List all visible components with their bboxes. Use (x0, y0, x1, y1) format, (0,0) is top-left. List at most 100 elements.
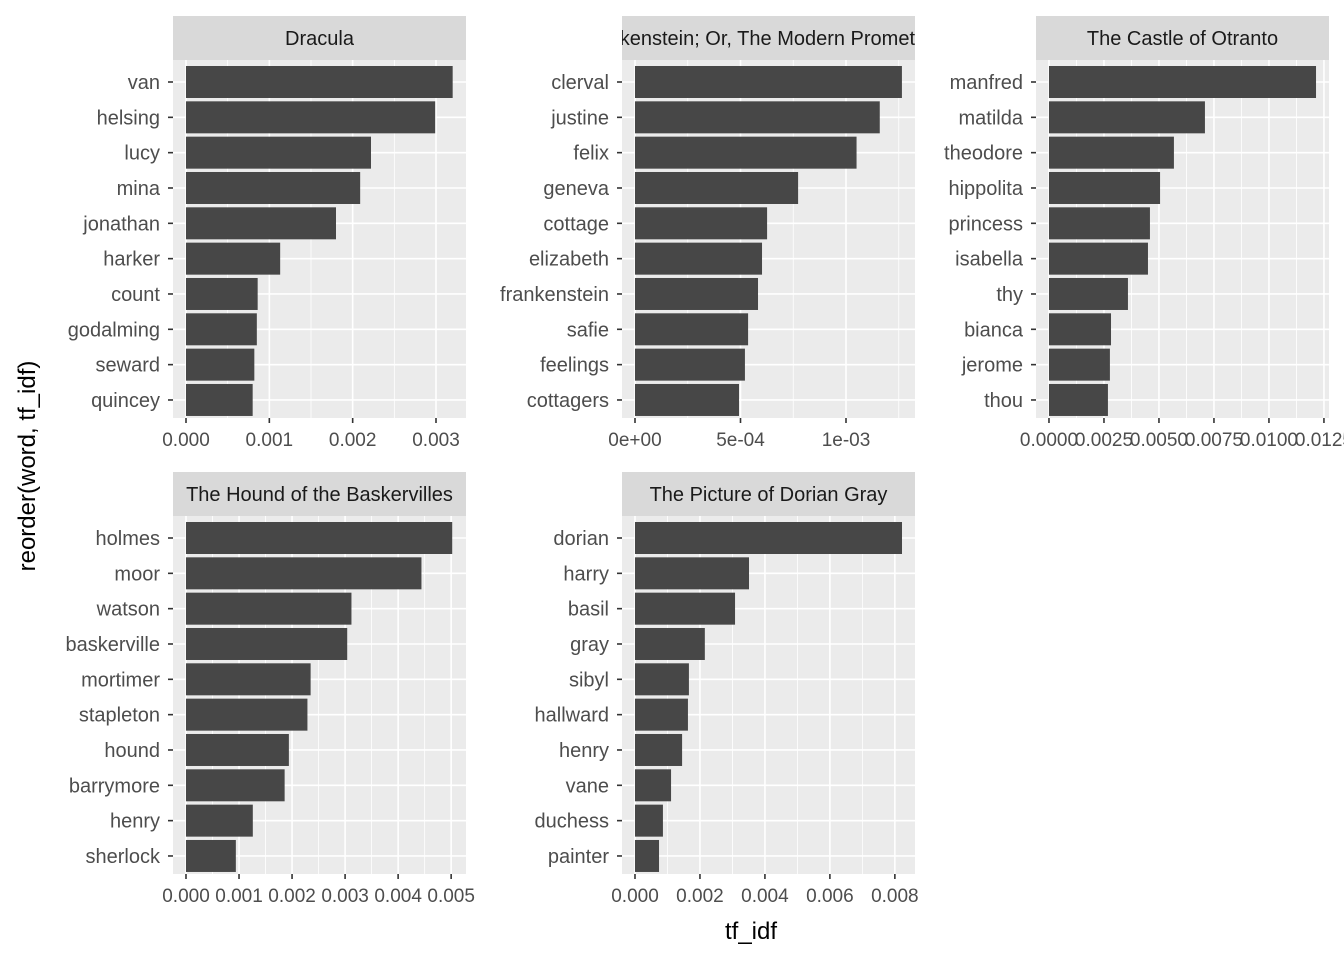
x-tick-label: 0.002 (676, 886, 724, 907)
facet-strip (622, 472, 915, 516)
facet-panel: Frankenstein; Or, The Modern Prometheus 0… (500, 16, 959, 451)
y-tick-label: feelings (540, 355, 609, 377)
x-tick-label: 0.004 (374, 886, 422, 907)
y-tick-label: duchess (535, 811, 610, 833)
facet-strip (622, 16, 915, 60)
facet-strip-title: The Picture of Dorian Gray (650, 484, 888, 506)
y-tick-label: hound (104, 740, 160, 762)
x-tick-label: 0.0125 (1295, 430, 1344, 451)
y-tick-label: henry (110, 811, 160, 833)
bar (185, 663, 311, 696)
y-tick-label: gray (570, 634, 609, 656)
y-tick-label: dorian (553, 528, 609, 550)
y-tick-label: sherlock (86, 846, 161, 868)
x-tick-label: 0.0100 (1240, 430, 1298, 451)
y-tick-label: mina (117, 178, 161, 200)
x-axis-title: tf_idf (725, 918, 777, 945)
y-tick-label: bianca (964, 319, 1024, 341)
y-tick-label: moor (114, 563, 160, 585)
bar (185, 522, 453, 554)
y-tick-label: cottagers (527, 390, 609, 412)
bar (1048, 66, 1317, 98)
x-tick-label: 0.006 (806, 886, 854, 907)
y-tick-label: stapleton (79, 705, 160, 727)
bar (185, 557, 422, 590)
x-tick-label: 0.005 (427, 886, 475, 907)
x-tick-label: 0.000 (162, 886, 210, 907)
y-tick-label: manfred (950, 72, 1023, 94)
y-tick-label: van (128, 72, 160, 94)
y-tick-label: baskerville (66, 634, 160, 656)
y-tick-label: painter (548, 846, 609, 868)
bar (634, 663, 689, 696)
x-tick-label: 0.0075 (1185, 430, 1243, 451)
facet-panel: Dracula 0.000 0.001 0.002 0.003 van helsing luc… (68, 16, 466, 451)
bar (185, 627, 348, 660)
bar (1048, 101, 1205, 134)
bar (186, 242, 281, 275)
bar (634, 66, 902, 98)
y-tick-label: safie (567, 319, 609, 341)
y-tick-label: harker (103, 249, 160, 271)
x-tick-label: 0.000 (162, 430, 210, 451)
x-tick-label: 0.003 (412, 430, 460, 451)
bar (1048, 277, 1128, 310)
x-tick-label: 0.002 (268, 886, 316, 907)
bar (634, 733, 683, 766)
y-axis-title: reorder(word, tf_idf) (14, 361, 41, 572)
facet-strip-title: The Hound of the Baskervilles (186, 484, 453, 506)
bar (185, 804, 253, 837)
y-tick-label: sibyl (569, 669, 609, 691)
bar (186, 136, 371, 169)
bar (634, 383, 740, 416)
bar (634, 804, 663, 837)
bar (634, 171, 799, 204)
y-tick-label: watson (96, 599, 160, 621)
facet-strip-title: The Castle of Otranto (1087, 28, 1278, 50)
bar (185, 698, 308, 731)
y-tick-label: theodore (944, 143, 1023, 165)
bar (634, 839, 660, 872)
bar (1048, 383, 1108, 416)
bar (185, 592, 352, 625)
bar (634, 592, 736, 625)
y-tick-label: hallward (535, 705, 609, 727)
x-tick-label: 0.000 (611, 886, 659, 907)
facet-strip-title: Frankenstein; Or, The Modern Prometheus (579, 28, 959, 50)
bar (634, 101, 880, 134)
bar (634, 313, 749, 346)
bar (634, 207, 768, 240)
bar (186, 66, 453, 98)
bar (634, 698, 688, 731)
bar (634, 557, 750, 590)
y-tick-label: matilda (959, 107, 1024, 129)
y-tick-label: count (111, 284, 160, 306)
y-tick-label: isabella (955, 249, 1024, 271)
bar (634, 522, 903, 554)
facet-strip (1036, 16, 1329, 60)
x-tick-label: 0.0050 (1130, 430, 1188, 451)
y-tick-label: justine (550, 107, 609, 129)
y-tick-label: quincey (91, 390, 160, 412)
bar (186, 171, 361, 204)
bar (1048, 171, 1161, 204)
y-tick-label: seward (96, 355, 160, 377)
bar (186, 383, 253, 416)
bar (185, 769, 285, 802)
x-tick-label: 5e-04 (716, 430, 765, 451)
y-tick-label: henry (559, 740, 609, 762)
x-tick-label: 1e-03 (822, 430, 871, 451)
bar (1048, 313, 1112, 346)
x-tick-label: 0e+00 (608, 430, 661, 451)
facet-panel: The Castle of Otranto0.00000.00250.00500… (944, 16, 1344, 451)
bar (634, 242, 763, 275)
bar (634, 277, 759, 310)
facet-panel: The Picture of Dorian Gray 0.000 0.002 0.00… (535, 472, 919, 907)
y-tick-label: hippolita (948, 178, 1023, 200)
y-tick-label: princess (949, 213, 1023, 235)
y-tick-label: felix (573, 143, 609, 165)
y-tick-label: lucy (124, 143, 160, 165)
x-tick-label: 0.008 (871, 886, 919, 907)
y-tick-label: basil (568, 599, 609, 621)
